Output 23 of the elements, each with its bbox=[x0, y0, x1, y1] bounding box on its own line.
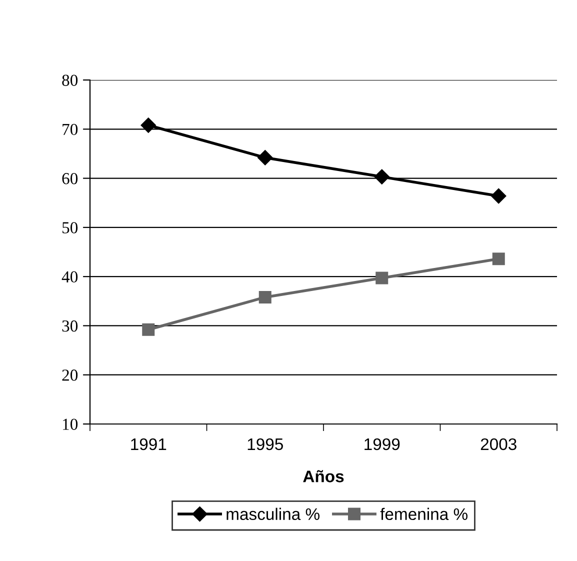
y-tick-label: 30 bbox=[62, 320, 78, 332]
point bbox=[374, 169, 390, 184]
x-axis-title: Años bbox=[303, 470, 344, 482]
x-tick-label: 1991 bbox=[131, 438, 166, 450]
y-tick-label: 70 bbox=[62, 124, 78, 136]
y-tick-label: 20 bbox=[62, 370, 78, 381]
point bbox=[376, 272, 388, 284]
x-tick-label: 2003 bbox=[480, 438, 516, 450]
point bbox=[258, 150, 273, 166]
point bbox=[258, 290, 272, 304]
point bbox=[492, 252, 505, 266]
point bbox=[491, 188, 506, 204]
legend-label: femenina % bbox=[380, 508, 468, 520]
y-tick-label: 40 bbox=[62, 271, 78, 283]
x-tick-label: 1995 bbox=[248, 438, 283, 450]
legend-label: masculina % bbox=[226, 508, 320, 520]
y-tick-label: 60 bbox=[62, 172, 78, 184]
point bbox=[142, 323, 155, 336]
point bbox=[140, 118, 156, 133]
y-tick-label: 80 bbox=[62, 74, 78, 86]
y-tick-label: 10 bbox=[62, 418, 78, 430]
y-tick-label: 50 bbox=[62, 222, 78, 234]
x-tick-label: 1999 bbox=[364, 438, 400, 450]
